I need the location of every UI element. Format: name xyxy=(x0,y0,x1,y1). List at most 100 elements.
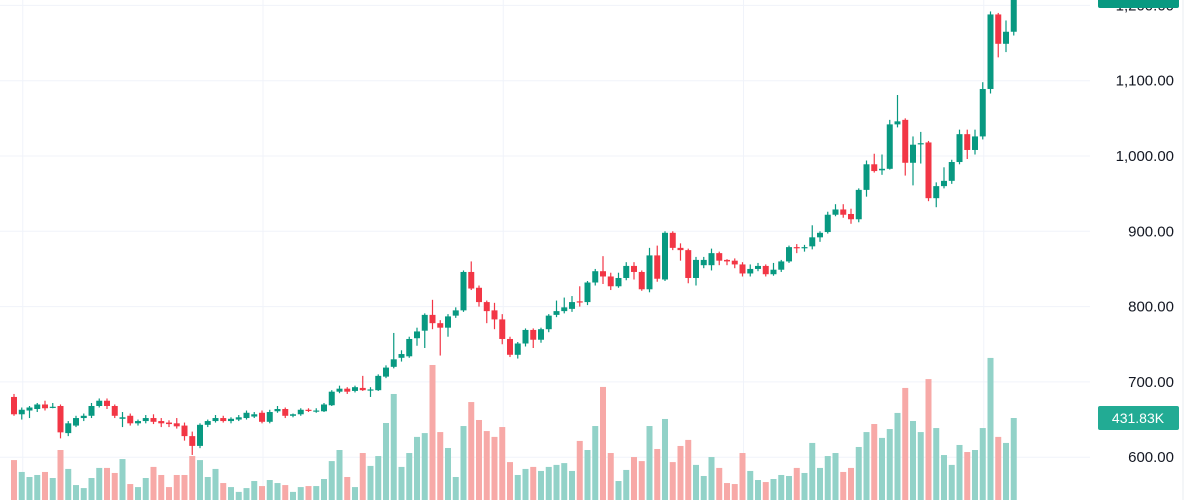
volume-bar xyxy=(522,468,529,500)
price-axis[interactable]: 600.00 700.00 800.00 900.00 1,000.00 1,100.00… xyxy=(1116,0,1174,466)
volume-bar xyxy=(96,467,103,500)
volume-bar xyxy=(452,476,459,500)
volume-bar xyxy=(925,379,932,500)
volume-bar xyxy=(778,474,785,500)
candle-body xyxy=(561,307,568,312)
volume-bar xyxy=(1010,418,1017,500)
candle-body xyxy=(34,404,41,410)
candle-body xyxy=(646,255,653,290)
volume-bar xyxy=(73,485,79,500)
candle-body xyxy=(321,404,327,412)
candle-body xyxy=(476,287,482,303)
candle-body xyxy=(398,354,405,358)
candle-body xyxy=(491,310,498,320)
volume-bar xyxy=(158,474,165,500)
candle-body xyxy=(731,260,738,265)
volume-bar xyxy=(483,431,490,500)
volume-bar xyxy=(662,418,668,500)
candle-body xyxy=(414,331,420,339)
candle-body xyxy=(871,164,878,172)
volume-bar xyxy=(863,432,870,500)
volume-bar xyxy=(941,455,947,500)
volume-bar xyxy=(290,491,296,500)
candle-body xyxy=(483,302,490,312)
candle-body xyxy=(235,417,242,420)
volume-bar xyxy=(274,483,281,500)
volume-bar xyxy=(824,456,831,500)
candle-body xyxy=(739,264,746,274)
candle-body xyxy=(104,400,110,406)
candle-body xyxy=(623,265,630,278)
volume-bar xyxy=(251,481,258,500)
candle-body xyxy=(313,410,320,412)
volume-bar xyxy=(817,467,823,500)
volume-bar xyxy=(173,474,180,500)
candle-body xyxy=(259,412,265,422)
candle-body xyxy=(817,232,823,238)
volume-bar xyxy=(135,487,141,500)
volume-bar xyxy=(545,466,552,500)
volume-bar xyxy=(297,487,304,500)
volume-bar xyxy=(34,474,41,500)
volume-bar xyxy=(840,471,847,500)
candle-body xyxy=(507,338,513,355)
candle-body xyxy=(545,315,552,330)
candle-body xyxy=(956,134,963,163)
volume-bar xyxy=(429,364,436,500)
volume-bar xyxy=(26,476,33,500)
volume-bar xyxy=(414,436,420,500)
price-tick-label: 600.00 xyxy=(1128,449,1174,466)
candle-body xyxy=(863,164,870,190)
volume-bar xyxy=(111,472,118,500)
volume-bar xyxy=(181,474,188,500)
volume-bar xyxy=(344,476,351,500)
candle-body xyxy=(57,405,64,433)
volume-bar xyxy=(607,453,614,500)
volume-bar xyxy=(677,445,684,500)
candle-body xyxy=(406,338,413,357)
volume-bar xyxy=(514,474,521,500)
price-tick-label: 800.00 xyxy=(1128,299,1174,316)
candle-body xyxy=(778,261,785,270)
volume-bar xyxy=(600,386,606,500)
candle-body xyxy=(127,415,134,424)
candle-body xyxy=(801,247,808,249)
candle-body xyxy=(987,14,994,89)
volume-bar xyxy=(654,448,661,500)
volume-bar xyxy=(491,436,498,500)
volume-bar xyxy=(731,484,738,500)
candle-body xyxy=(181,425,188,437)
candle-body xyxy=(336,388,343,392)
candle-body xyxy=(964,134,971,150)
candle-body xyxy=(437,323,444,328)
candle-body xyxy=(297,409,304,415)
candle-body xyxy=(11,396,17,415)
candle-body xyxy=(592,271,599,283)
candle-body xyxy=(793,247,800,249)
candle-body xyxy=(367,389,374,391)
candle-body xyxy=(755,265,761,269)
candle-body xyxy=(770,269,777,275)
candle-body xyxy=(786,247,792,262)
candle-body xyxy=(49,406,56,408)
volume-bar xyxy=(398,466,405,500)
candle-body xyxy=(855,189,862,220)
volume-badge-bg xyxy=(1098,406,1179,430)
price-tick-label: 1,000.00 xyxy=(1116,148,1174,165)
volume-bar xyxy=(561,463,568,500)
candle-body xyxy=(600,271,606,277)
candle-body xyxy=(166,422,172,425)
candle-body xyxy=(700,259,707,266)
candle-body xyxy=(429,314,436,324)
candles xyxy=(11,0,1017,455)
candle-body xyxy=(669,232,676,248)
volume-bar xyxy=(685,439,692,500)
volume-bar xyxy=(421,433,428,500)
candle-body xyxy=(197,424,203,446)
volume-bar xyxy=(933,428,940,500)
volume-bar xyxy=(228,487,234,500)
candle-body xyxy=(584,282,591,303)
price-tick-label: 1,100.00 xyxy=(1116,73,1174,90)
last-price-badge xyxy=(1098,0,1179,8)
